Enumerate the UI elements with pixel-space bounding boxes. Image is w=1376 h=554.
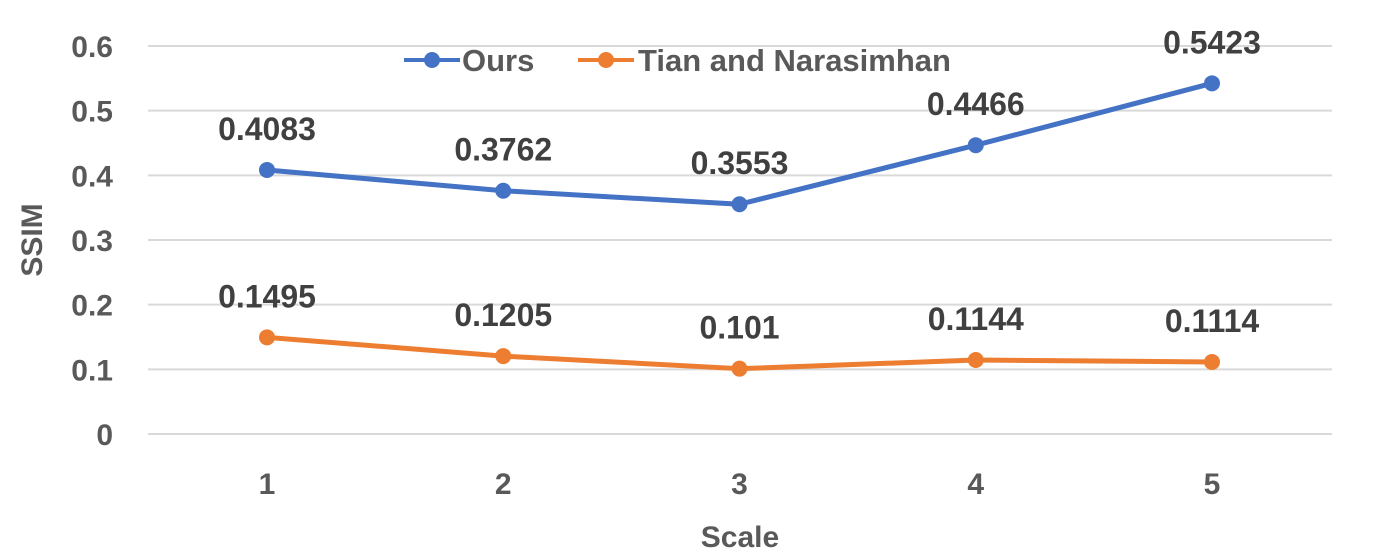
data-point [731, 196, 748, 213]
legend: Ours Tian and Narasimhan [404, 43, 951, 78]
legend-entry-tian-and-narasimhan: Tian and Narasimhan [578, 43, 951, 78]
y-tick-label: 0.3 [71, 225, 113, 258]
x-axis-ticks: 1 2 3 4 5 [259, 468, 1221, 501]
data-point [731, 360, 748, 377]
series-group [259, 75, 1220, 377]
y-axis-ticks: 0 0.1 0.2 0.3 0.4 0.5 0.6 [71, 31, 113, 452]
data-point [1204, 75, 1220, 92]
y-tick-label: 0.5 [71, 96, 113, 129]
x-tick-label: 1 [259, 468, 276, 501]
y-tick-label: 0.4 [71, 160, 113, 193]
x-tick-label: 5 [1204, 468, 1221, 501]
legend-label-tian-and-narasimhan: Tian and Narasimhan [638, 43, 951, 78]
data-label: 0.4083 [218, 111, 316, 147]
data-label: 0.101 [699, 310, 779, 346]
x-tick-label: 4 [967, 468, 984, 501]
data-point [259, 161, 275, 178]
y-tick-label: 0.1 [71, 354, 113, 387]
data-label: 0.1495 [218, 278, 316, 314]
data-point [967, 137, 984, 154]
data-label: 0.3762 [454, 132, 552, 168]
data-label: 0.5423 [1163, 24, 1261, 60]
data-label: 0.1144 [928, 301, 1024, 337]
y-tick-label: 0 [96, 419, 113, 452]
x-axis-title: Scale [701, 521, 779, 554]
data-label: 0.1205 [454, 297, 552, 333]
data-labels: 0.4083 0.3762 0.3553 0.4466 0.5423 0.1495 0.12… [218, 24, 1261, 345]
legend-marker-ours [424, 52, 440, 68]
data-point [259, 329, 275, 346]
legend-entry-ours: Ours [404, 43, 534, 78]
data-point [495, 182, 512, 199]
y-tick-label: 0.2 [71, 290, 113, 323]
data-label: 0.4466 [927, 86, 1025, 122]
data-point [495, 348, 512, 365]
legend-label-ours: Ours [462, 43, 534, 78]
series-line-0 [264, 80, 1215, 207]
data-label: 0.1114 [1165, 303, 1260, 339]
y-tick-label: 0.6 [71, 31, 113, 64]
y-axis-title: SSIM [16, 203, 49, 276]
legend-marker-tian [598, 52, 614, 68]
data-point [967, 352, 984, 369]
data-point [1204, 353, 1220, 370]
data-label: 0.3553 [691, 145, 789, 181]
x-tick-label: 3 [731, 468, 748, 501]
x-tick-label: 2 [495, 468, 512, 501]
